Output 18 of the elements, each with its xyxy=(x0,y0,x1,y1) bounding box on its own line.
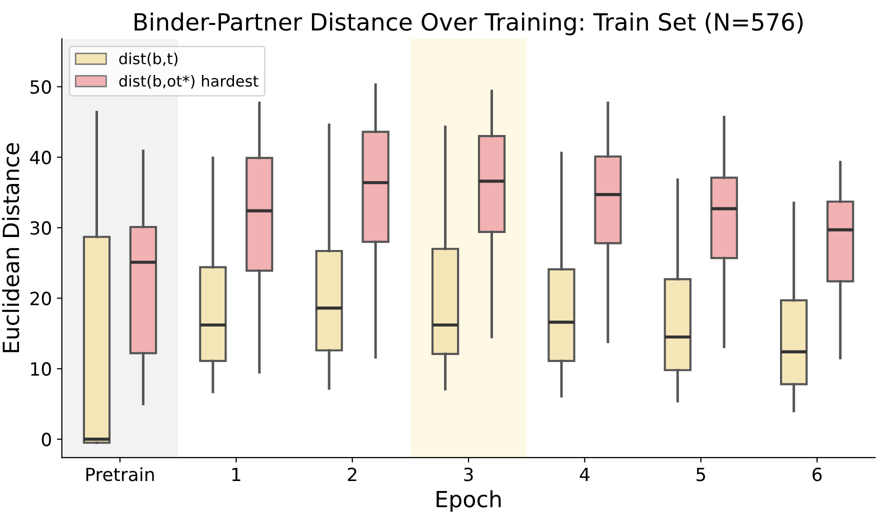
y-axis-title: Euclidean Distance xyxy=(2,143,20,352)
chart-title: Binder-Partner Distance Over Training: Train Set (N=576) xyxy=(134,12,803,36)
x-tick-label: Pretrain xyxy=(86,467,154,482)
x-tick-label: 1 xyxy=(232,468,240,481)
x-tick-label: 5 xyxy=(696,468,706,482)
y-tick-label: 0 xyxy=(42,432,51,446)
y-tick-label: 50 xyxy=(30,80,51,94)
legend-label: dist(b,t) xyxy=(119,52,178,66)
x-tick-label: 3 xyxy=(464,468,473,482)
x-axis-title: Epoch xyxy=(436,490,501,512)
y-tick-label: 10 xyxy=(31,362,51,376)
x-tick-label: 6 xyxy=(812,468,822,482)
x-tick-label: 2 xyxy=(348,468,356,481)
y-tick-label: 40 xyxy=(30,150,51,164)
y-tick-label: 20 xyxy=(30,292,51,306)
x-tick-label: 4 xyxy=(580,468,590,481)
legend-label: dist(b,ot*) hardest xyxy=(119,74,258,89)
y-tick-label: 30 xyxy=(30,221,51,235)
